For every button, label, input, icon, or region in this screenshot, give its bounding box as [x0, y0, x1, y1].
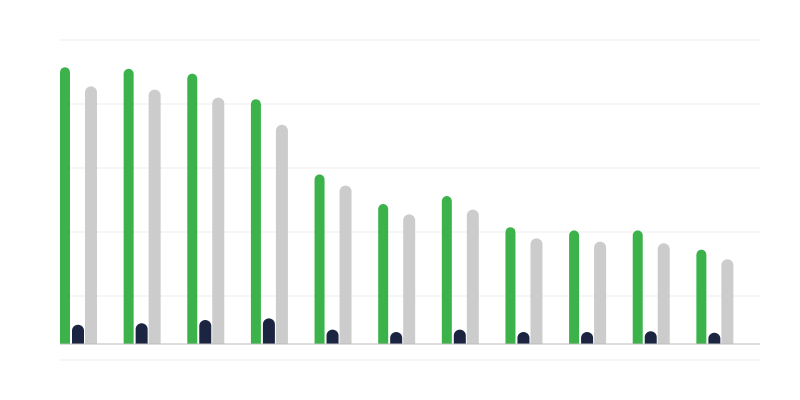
bar — [632, 230, 643, 344]
bar — [517, 332, 530, 344]
bar — [581, 332, 594, 344]
bar — [505, 227, 516, 344]
bar — [644, 331, 657, 344]
bar — [212, 97, 225, 344]
bar — [72, 324, 84, 344]
bar — [148, 89, 161, 344]
bar — [123, 68, 134, 344]
bar — [262, 318, 275, 344]
bar — [326, 329, 339, 344]
bar — [466, 209, 479, 344]
bars — [60, 67, 734, 344]
bar — [187, 73, 198, 344]
bar — [250, 99, 261, 344]
bar — [199, 320, 212, 344]
bar — [378, 204, 389, 344]
bar — [275, 124, 288, 344]
bar — [594, 241, 607, 344]
bar — [135, 323, 148, 344]
bar — [390, 332, 403, 344]
bar — [85, 86, 97, 344]
bar — [441, 196, 452, 344]
bar — [453, 329, 466, 344]
bar — [569, 230, 580, 344]
bar — [339, 185, 352, 344]
bar — [696, 249, 707, 344]
bar — [314, 174, 325, 344]
bar — [708, 332, 721, 344]
bar — [60, 67, 70, 344]
bar — [657, 243, 670, 344]
bar — [403, 214, 416, 344]
bar — [530, 238, 543, 344]
bar — [721, 259, 734, 344]
